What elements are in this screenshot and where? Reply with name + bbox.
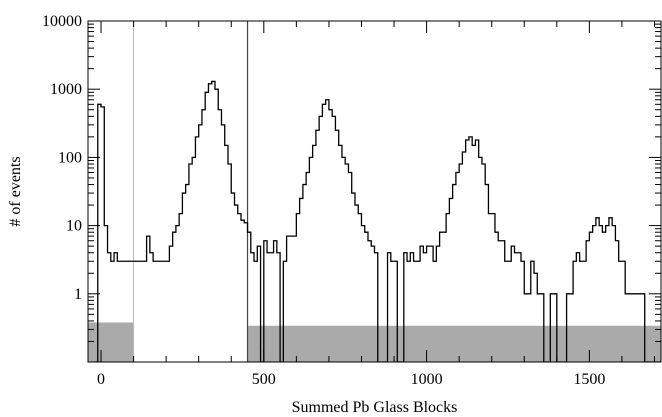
y-tick-label: 10 — [66, 218, 82, 235]
y-axis-ticks: 1 10 100 1000 10000 — [42, 13, 661, 342]
y-tick-label: 10000 — [42, 13, 82, 30]
x-tick-label: 500 — [252, 371, 276, 388]
x-tick-label: 1500 — [573, 371, 605, 388]
y-tick-label: 100 — [58, 149, 82, 166]
y-axis-label: # of events — [7, 156, 24, 226]
shaded-region-1 — [88, 322, 134, 362]
plot-frame — [87, 20, 662, 363]
x-axis-label: Summed Pb Glass Blocks — [292, 399, 458, 416]
histogram-series — [94, 80, 661, 362]
shaded-regions — [88, 322, 661, 362]
histogram-line — [94, 80, 661, 362]
shaded-region-2 — [247, 325, 661, 362]
plot-border — [87, 20, 662, 363]
x-tick-label: 0 — [97, 371, 105, 388]
cut-lines — [133, 21, 249, 362]
x-tick-label: 1000 — [411, 371, 443, 388]
y-tick-label: 1 — [74, 286, 82, 303]
y-tick-label: 1000 — [50, 81, 82, 98]
x-axis-ticks: 0 500 1000 1500 — [97, 21, 655, 388]
